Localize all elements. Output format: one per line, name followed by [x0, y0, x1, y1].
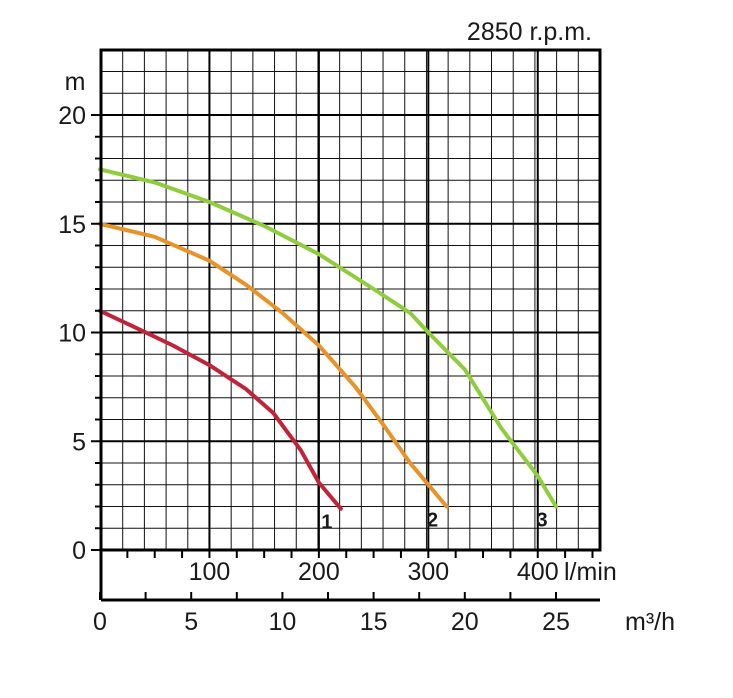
- x-m3h-tick-label: 5: [184, 608, 198, 636]
- x-m3h-tick-label: 25: [542, 608, 570, 636]
- curve-label-3: 3: [536, 510, 547, 532]
- x-m3h-tick-label: 0: [93, 608, 107, 636]
- curve-3: [98, 167, 558, 509]
- curves: [98, 167, 558, 511]
- x-lmin-tick-label: 400: [517, 558, 559, 586]
- grid: [101, 50, 600, 550]
- curve-label-1: 1: [321, 512, 332, 534]
- x-lmin-tick-label: 100: [189, 558, 231, 586]
- curve-label-2: 2: [427, 510, 438, 532]
- x-m3h-unit-label: m³/h: [625, 608, 675, 636]
- y-tick-label: 10: [58, 320, 86, 348]
- y-tick-labels: 0 5 10 15 20: [58, 102, 86, 565]
- chart-title: 2850 r.p.m.: [467, 18, 592, 46]
- curve-1: [98, 308, 343, 511]
- plot-border: [99, 48, 602, 552]
- x-lmin-tick-label: 300: [407, 558, 449, 586]
- x-m3h-tick-label: 15: [360, 608, 388, 636]
- x-lmin-unit-label: l/min: [564, 558, 617, 586]
- x-lmin-tick-label: 200: [298, 558, 340, 586]
- curve-2: [98, 221, 449, 509]
- y-tick-label: 5: [72, 428, 86, 456]
- axes-frame: [91, 48, 602, 602]
- x-m3h-tick-label: 10: [268, 608, 296, 636]
- y-axis-label: m: [65, 68, 86, 96]
- x-m3h-tick-label: 20: [451, 608, 479, 636]
- x-m3h-tick-labels: 0 5 10 15 20 25: [93, 608, 570, 636]
- curve-labels: 1 2 3: [321, 510, 547, 534]
- y-tick-label: 15: [58, 211, 86, 239]
- y-tick-label: 20: [58, 102, 86, 130]
- x-lmin-tick-labels: 100 200 300 400: [189, 558, 559, 586]
- y-tick-label: 0: [72, 537, 86, 565]
